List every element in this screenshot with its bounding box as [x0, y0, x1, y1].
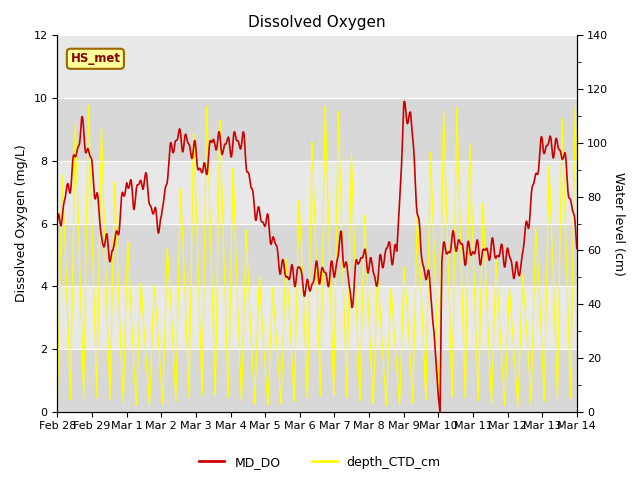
Text: HS_met: HS_met [70, 52, 120, 65]
Bar [58, 161, 577, 224]
Bar [58, 36, 577, 98]
Legend: MD_DO, depth_CTD_cm: MD_DO, depth_CTD_cm [195, 451, 445, 474]
Y-axis label: Dissolved Oxygen (mg/L): Dissolved Oxygen (mg/L) [15, 144, 28, 302]
Bar [58, 98, 577, 161]
Title: Dissolved Oxygen: Dissolved Oxygen [248, 15, 386, 30]
Bar [58, 286, 577, 349]
Y-axis label: Water level (cm): Water level (cm) [612, 171, 625, 276]
Bar [58, 224, 577, 286]
Bar [58, 349, 577, 412]
